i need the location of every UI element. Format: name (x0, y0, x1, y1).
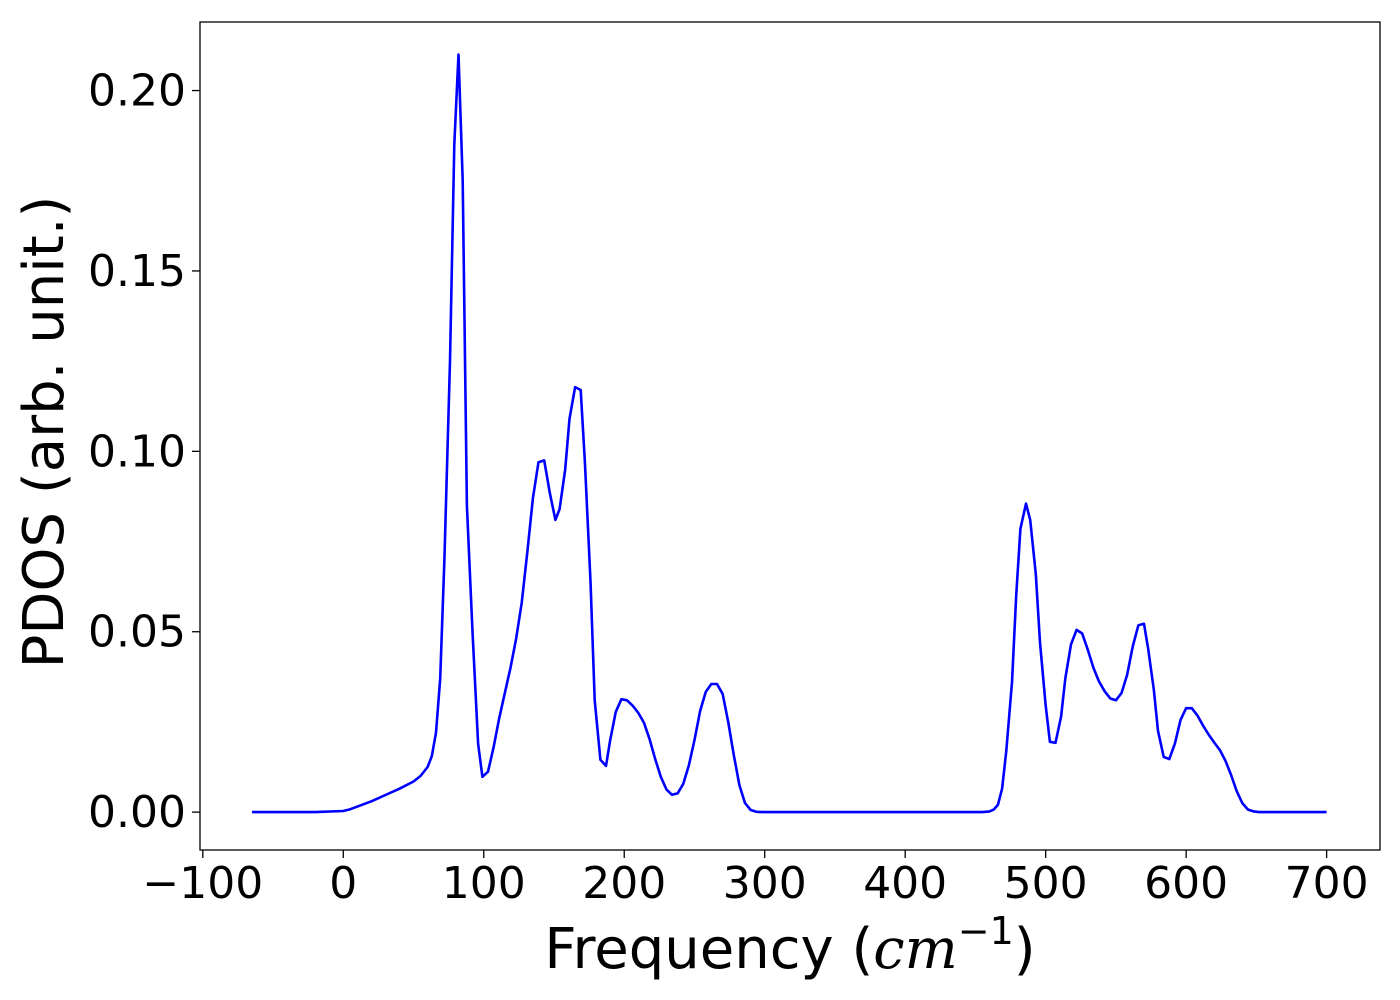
y-tick-label: 0.15 (88, 246, 186, 297)
y-tick-label: 0.10 (88, 426, 186, 477)
x-tick-label: 600 (1144, 858, 1228, 909)
x-axis-label-exponent: −1 (958, 909, 1014, 953)
y-axis-label: PDOS (arb. unit.) (12, 196, 77, 669)
x-axis-label-prefix: Frequency ( (544, 917, 873, 982)
x-tick-label: 700 (1285, 858, 1369, 909)
x-tick-label: 500 (1004, 858, 1088, 909)
x-tick-label: 0 (329, 858, 357, 909)
x-tick-label: 300 (723, 858, 807, 909)
x-tick-label: −100 (142, 858, 263, 909)
x-tick-label: 100 (442, 858, 526, 909)
y-tick-label: 0.00 (88, 787, 186, 838)
y-tick-label: 0.05 (88, 607, 186, 658)
plot-frame (199, 21, 1381, 851)
x-axis-label-suffix: ) (1014, 917, 1036, 982)
x-axis-ticks: −100 0 100 200 300 400 500 600 700 (142, 850, 1369, 909)
x-tick-label: 200 (582, 858, 666, 909)
x-axis-label-unit: cm (873, 917, 957, 982)
plot-area (199, 21, 1381, 851)
y-tick-label: 0.20 (88, 66, 186, 117)
y-axis-ticks: 0.00 0.05 0.10 0.15 0.20 (88, 66, 200, 838)
x-axis-label: Frequency (cm−1) (544, 909, 1035, 982)
x-tick-label: 400 (863, 858, 947, 909)
pdos-series-line-0 (252, 53, 1327, 814)
